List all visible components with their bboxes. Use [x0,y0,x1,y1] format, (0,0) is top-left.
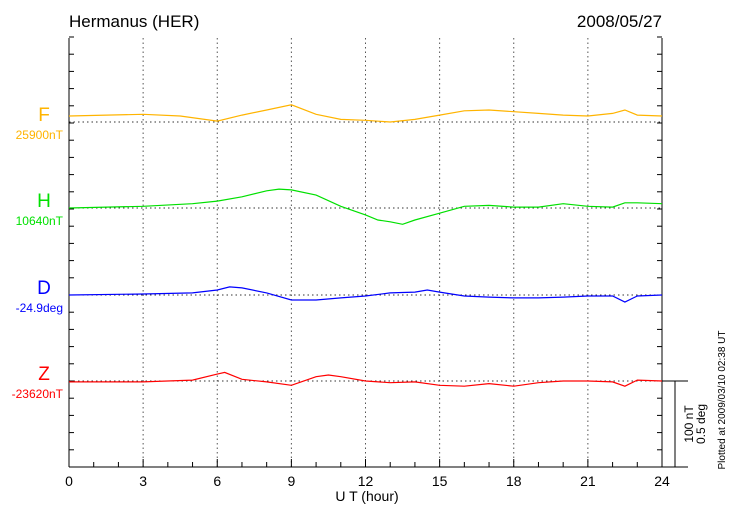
series-line-h [68,188,663,225]
chart-title: Hermanus (HER) [69,12,199,31]
axes: 0 3 6 9 12 15 18 21 24 [65,36,670,489]
scale-bar-deg: 0.5 deg [694,404,708,444]
x-axis-label: U T (hour) [335,488,398,504]
x-tick-label: 24 [654,473,670,489]
series-line-f [68,104,663,123]
series-line-z [69,371,663,387]
x-tick-label: 0 [65,473,73,489]
series-name-f: F [38,105,50,126]
series-baseline-f: 25900nT [16,128,64,142]
x-tick-label: 3 [139,473,147,489]
series-baseline-h: 10640nT [16,214,64,228]
x-tick-label: 12 [358,473,374,489]
x-tick-label: 9 [287,473,295,489]
x-tick-label: 6 [213,473,221,489]
plotted-footer: Plotted at 2009/03/10 02:38 UT [717,331,728,470]
series-group: F 25900nT H 10640nT D -24.9deg Z -23620nT [12,104,663,401]
grid [69,38,662,467]
series-line-d [68,286,663,303]
x-tick-label: 21 [580,473,596,489]
scale-bar: 100 nT 0.5 deg [662,380,708,468]
x-tick-label: 18 [506,473,522,489]
series-name-z: Z [38,364,50,385]
series-baseline-z: -23620nT [12,387,64,401]
series-baseline-d: -24.9deg [16,301,63,315]
scale-bar-nt: 100 nT [682,405,696,443]
chart-date: 2008/05/27 [577,12,662,31]
series-name-h: H [37,191,51,212]
series-name-d: D [37,278,51,299]
x-tick-label: 15 [432,473,448,489]
